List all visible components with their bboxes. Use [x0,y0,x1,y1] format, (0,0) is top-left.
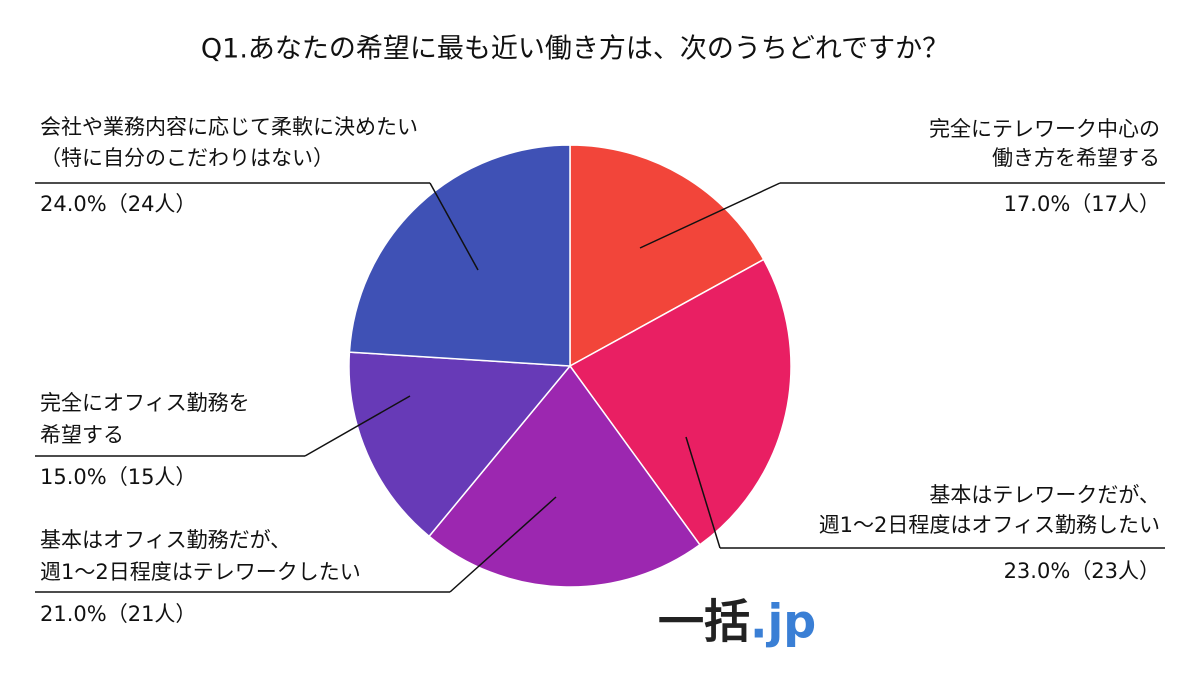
leader-line [639,182,781,249]
slice-label: 週1～2日程度はオフィス勤務したい [819,513,1160,537]
slice-label: 完全にオフィス勤務を [40,391,250,415]
pie-slice [569,144,765,368]
slice-label: 完全にテレワーク中心の [929,117,1160,141]
pie-slice [348,351,572,538]
slice-label: 週1～2日程度はテレワークしたい [40,560,361,584]
leader-line [449,496,557,593]
slice-label: 基本はオフィス勤務だが、 [40,528,291,552]
slice-label: （特に自分のこだわりはない） [40,146,334,170]
value-label: 15.0%（15人） [40,465,196,489]
logo-main: 一括 [658,595,750,649]
value-label: 17.0%（17人） [1004,192,1160,216]
slice-label: 希望する [40,423,124,447]
leader-line [429,182,479,271]
pie-slice [568,258,792,546]
slice-label: 会社や業務内容に応じて柔軟に決めたい [40,115,418,139]
logo-domain: .jp [750,595,816,649]
pie-slice [348,144,571,367]
value-label: 21.0%（21人） [40,602,196,626]
leader-line [304,395,411,457]
leader-line [685,436,721,549]
pie-slice [428,364,701,588]
value-label: 24.0%（24人） [40,192,196,216]
value-label: 23.0%（23人） [1004,559,1160,583]
slice-label: 基本はテレワークだが、 [929,483,1160,507]
chart-title: Q1.あなたの希望に最も近い働き方は、次のうちどれですか？ [201,34,949,65]
slice-label: 働き方を希望する [992,146,1160,170]
